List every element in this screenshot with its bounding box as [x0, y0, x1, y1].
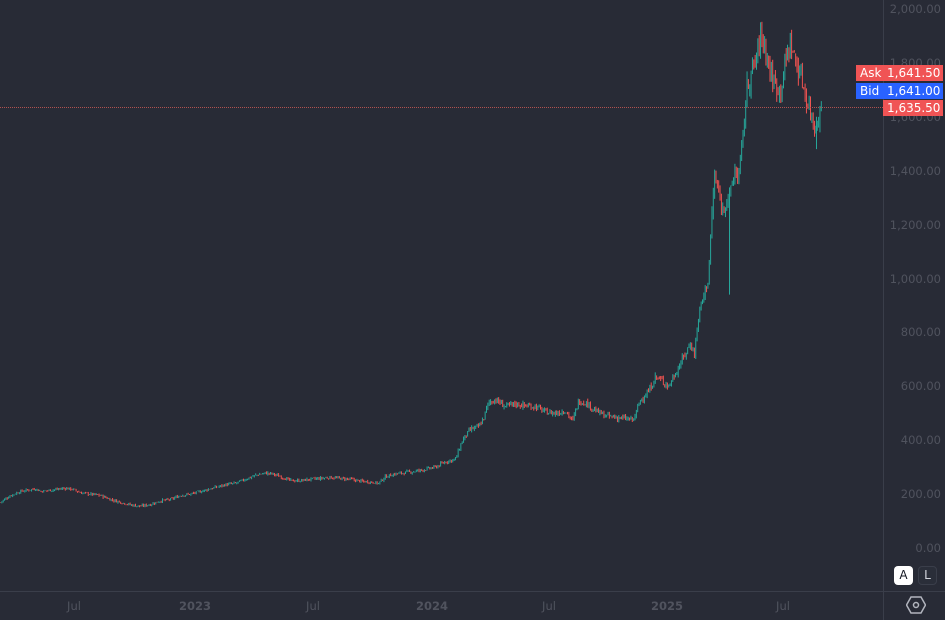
price-tick-label: 600.00: [900, 379, 941, 394]
price-tick-label: 0.00: [915, 541, 941, 555]
chart-pane[interactable]: [0, 0, 883, 591]
price-tick-label: 200.00: [900, 487, 941, 502]
time-tick-label: 2025: [650, 599, 684, 613]
price-tick-label: 1,200.00: [889, 217, 941, 232]
bid-price-tag: 1,641.00: [883, 83, 943, 99]
price-tick-label: 800.00: [900, 325, 941, 340]
candlestick-series: [0, 21, 822, 508]
ask-label: Ask: [856, 65, 883, 81]
price-tick-label: 1,400.00: [889, 163, 941, 178]
time-axis[interactable]: Jul 2023 Jul 2024 Jul 2025 Jul: [0, 591, 883, 620]
log-scale-button[interactable]: L: [918, 566, 937, 585]
bid-label: Bid: [856, 83, 883, 99]
ask-price-tag: 1,641.50: [883, 65, 943, 81]
last-price-tag: 1,635.50: [883, 100, 943, 116]
last-price-line: [0, 107, 883, 108]
price-tick-label: 2,000.00: [889, 2, 941, 16]
time-tick-label: Jul: [542, 599, 556, 613]
time-tick-label: Jul: [776, 599, 790, 613]
settings-icon[interactable]: [906, 596, 926, 614]
time-tick-label: 2023: [178, 599, 212, 613]
price-tick-label: 400.00: [900, 433, 941, 448]
auto-scale-button[interactable]: A: [894, 566, 913, 585]
time-tick-label: 2024: [415, 599, 449, 613]
time-tick-label: Jul: [306, 599, 320, 613]
time-tick-label: Jul: [67, 599, 81, 613]
price-tick-label: 1,000.00: [889, 271, 941, 286]
